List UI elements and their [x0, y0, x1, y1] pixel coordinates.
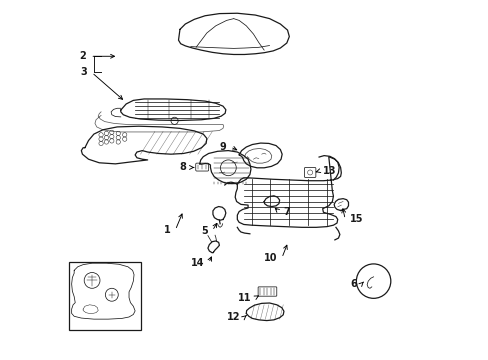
FancyBboxPatch shape	[304, 167, 315, 177]
Text: 9: 9	[219, 142, 225, 152]
Text: 6: 6	[349, 279, 356, 289]
FancyBboxPatch shape	[195, 163, 208, 171]
Text: 10: 10	[264, 253, 277, 263]
Bar	[69, 262, 140, 330]
Text: 7: 7	[283, 207, 289, 217]
Text: 1: 1	[164, 225, 171, 235]
Text: 8: 8	[179, 162, 186, 172]
Text: 4: 4	[96, 319, 102, 329]
Text: 15: 15	[349, 215, 362, 224]
FancyBboxPatch shape	[258, 287, 276, 296]
Text: 5: 5	[201, 226, 207, 236]
Text: 2: 2	[79, 51, 86, 61]
Text: 12: 12	[226, 312, 240, 322]
Text: 13: 13	[323, 166, 336, 176]
Text: 14: 14	[190, 258, 204, 268]
Text: 11: 11	[237, 293, 250, 303]
Text: 3: 3	[81, 67, 87, 77]
